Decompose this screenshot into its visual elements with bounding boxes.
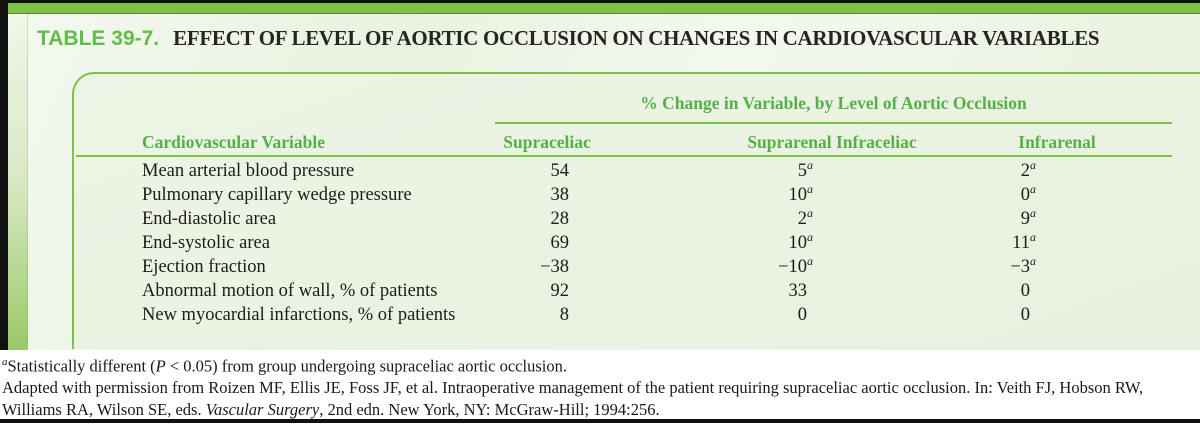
side-gradient-band	[8, 14, 28, 350]
green-accent-bar	[0, 3, 1200, 14]
column-header-infrarenal: Infrarenal	[1018, 132, 1096, 152]
row-header-label: Cardiovascular Variable	[142, 132, 325, 152]
row-label: Pulmonary capillary wedge pressure	[142, 185, 412, 205]
spanner-heading: % Change in Variable, by Level of Aortic…	[640, 93, 1027, 113]
table-number-label: TABLE 39-7.	[37, 27, 160, 50]
cell-value: −10 a	[778, 254, 813, 277]
row-label: Mean arterial blood pressure	[142, 161, 355, 181]
table-row: Pulmonary capillary wedge pressure 38 10 a 0…	[74, 182, 1200, 209]
cell-value: 10 a	[788, 182, 814, 205]
row-label: Abnormal motion of wall, % of patients	[142, 281, 438, 301]
cell-value: 8	[559, 305, 569, 325]
value-superscript: a	[807, 254, 813, 268]
footnotes: aStatistically different (P < 0.05) from…	[2, 352, 1198, 420]
value-superscript: a	[807, 158, 813, 172]
top-border-rule	[0, 0, 1200, 3]
value-superscript: a	[807, 182, 813, 196]
cell-value: 38	[550, 185, 570, 205]
table-row: End-systolic area 69 10 a 11 a	[74, 230, 1200, 257]
cell-value: 28	[550, 209, 570, 229]
value-superscript: a	[1030, 158, 1036, 172]
cell-value: 92	[550, 281, 570, 301]
footnote-significance: aStatistically different (P < 0.05) from…	[2, 356, 567, 376]
cell-value: −3 a	[1010, 254, 1036, 277]
table-body: Mean arterial blood pressure 54 5 a 2 a Pulmon…	[74, 158, 1200, 329]
row-label: End-systolic area	[142, 233, 270, 253]
footnote-source: Adapted with permission from Roizen MF, …	[2, 378, 1144, 419]
column-header-row: Cardiovascular Variable Supraceliac Supr…	[74, 132, 1200, 156]
value-superscript: a	[807, 206, 813, 220]
cell-value: −38	[540, 257, 569, 277]
value-superscript: a	[1030, 254, 1036, 268]
footnote-marker: a	[2, 356, 8, 368]
value-superscript: a	[1030, 206, 1036, 220]
cell-value: 11 a	[1012, 230, 1036, 253]
cell-value: 69	[550, 233, 570, 253]
cell-value: 10 a	[788, 230, 814, 253]
column-header-suprarenal-infraceliac: Suprarenal Infraceliac	[747, 132, 917, 152]
table-title: EFFECT OF LEVEL OF AORTIC OCCLUSION ON C…	[173, 26, 1100, 50]
row-label: Ejection fraction	[142, 257, 266, 277]
table-row: End-diastolic area 28 2 a 9 a	[74, 206, 1200, 233]
spanner-rule	[495, 122, 1172, 124]
column-header-supraceliac: Supraceliac	[503, 132, 591, 152]
bottom-border-rule	[0, 419, 1200, 423]
value-superscript: a	[1030, 182, 1036, 196]
table-row: Mean arterial blood pressure 54 5 a 2 a	[74, 158, 1200, 185]
row-label: End-diastolic area	[142, 209, 277, 229]
table-row: New myocardial infarctions, % of patient…	[74, 305, 1200, 329]
left-border-rule	[0, 0, 8, 350]
cell-value: 0	[1020, 281, 1030, 301]
row-label: New myocardial infarctions, % of patient…	[142, 305, 456, 325]
cell-value: 0	[797, 305, 807, 325]
table-card: % Change in Variable, by Level of Aortic…	[72, 72, 1200, 349]
table-heading: TABLE 39-7. EFFECT OF LEVEL OF AORTIC OCC…	[37, 26, 1100, 56]
value-superscript: a	[1030, 230, 1036, 244]
cell-value: 0	[1020, 305, 1030, 325]
table-row: Ejection fraction −38 −10 a −3 a	[74, 254, 1200, 281]
header-rule	[76, 155, 1172, 157]
table-row: Abnormal motion of wall, % of patients 92…	[74, 281, 1200, 305]
cell-value: 33	[788, 281, 808, 301]
cell-value: 54	[550, 161, 570, 181]
value-superscript: a	[807, 230, 813, 244]
